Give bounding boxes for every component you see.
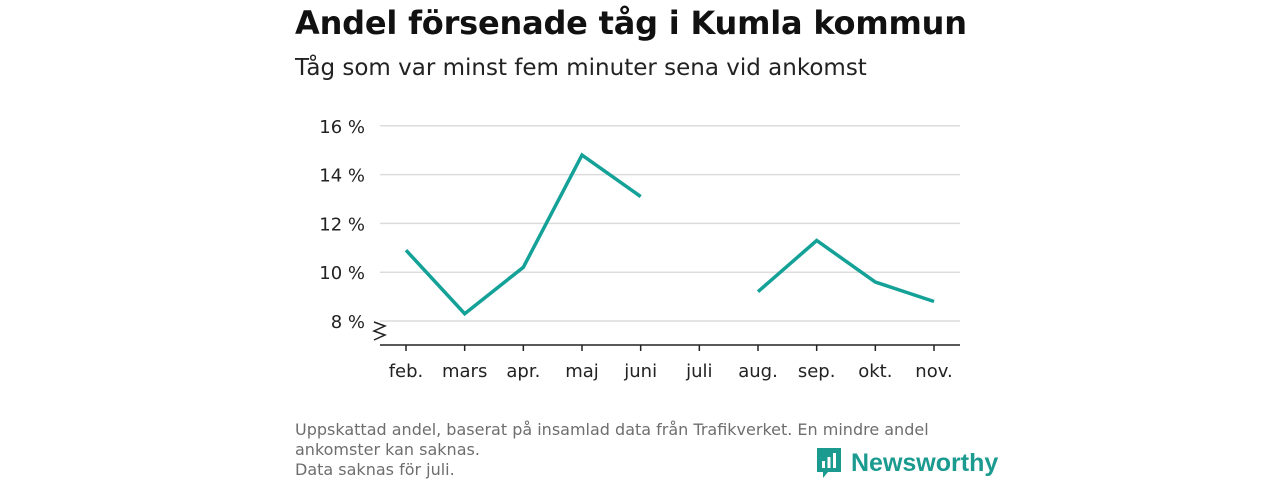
x-tick-label: maj [565,361,599,382]
chart-title: Andel försenade tåg i Kumla kommun [295,4,967,42]
x-tick-label: aug. [738,361,778,382]
y-tick-label: 12 % [319,214,365,235]
note-line-3: Data saknas för juli. [295,460,455,479]
x-tick-label: apr. [506,361,540,382]
note-line-2: ankomster kan saknas. [295,440,480,459]
y-tick-label: 16 % [319,117,365,138]
line-chart: 8 % 10 % 12 % 14 % 16 % feb. mars apr. maj juni ju… [319,117,960,382]
x-tick-label: juni [623,361,657,382]
series-line [756,238,935,304]
y-tick-label: 14 % [319,166,365,187]
x-tick-label: mars [442,361,487,382]
chart-subtitle: Tåg som var minst fem minuter sena vid a… [295,55,867,81]
axis-break-icon [372,321,387,341]
brand-logo: Newsworthy [815,446,998,480]
x-tick-label: nov. [915,361,952,382]
chart-notes: Uppskattad andel, baserat på insamlad da… [295,420,985,480]
y-tick-label: 8 % [331,312,365,333]
x-tick-label: sep. [798,361,836,382]
series-line [404,152,642,317]
x-tick-label: okt. [858,361,892,382]
x-tick-label: juli [685,361,712,382]
note-line-1: Uppskattad andel, baserat på insamlad da… [295,420,929,439]
y-tick-label: 10 % [319,263,365,284]
newsworthy-logo-icon [817,448,841,478]
brand-name: Newsworthy [851,448,999,477]
x-tick-label: feb. [389,361,424,382]
chart-card: Andel försenade tåg i Kumla kommun Tåg s… [295,0,998,480]
